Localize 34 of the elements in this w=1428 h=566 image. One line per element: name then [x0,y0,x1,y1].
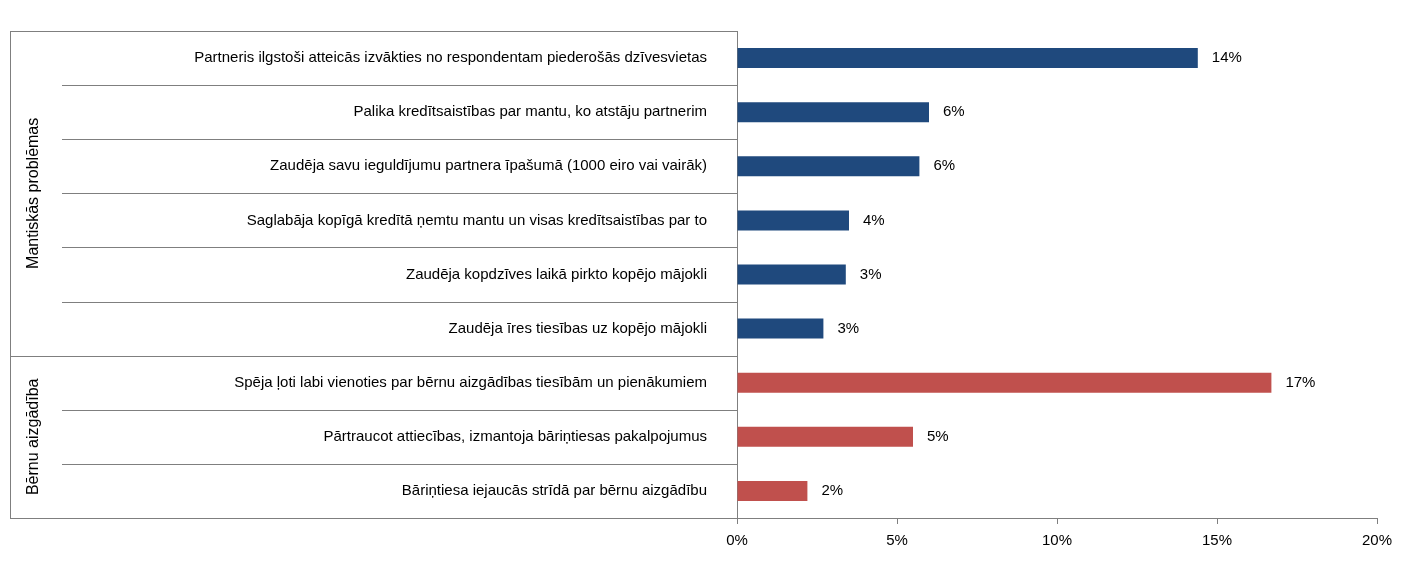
text: Bērnu aizgādība [24,378,42,496]
bar [737,318,824,339]
data-label: 17% [1285,372,1316,390]
y-tick-label: Zaudēja savu ieguldījumu partnera īpašumā (1000 eiro vai vairāk) [270,156,707,174]
data-label: 6% [943,102,965,120]
data-label: 4% [863,210,885,228]
data-label: 6% [933,156,956,174]
y-tick-label: Partneris ilgstoši atteicās izvākties no respondentam piederošās dzīvesvietas [194,48,707,66]
bar [737,426,913,447]
bar [737,102,929,123]
data-label: 14% [1211,48,1242,66]
y-tick-label: Palika kredītsaistības par mantu, ko atstāju partnerim [353,102,707,120]
y-tick-label: Bāriņtiesa iejaucās strīdā par bērnu aizgādību [401,481,707,499]
x-tick-label: 5% [886,531,908,549]
data-label: 5% [927,426,949,444]
data-label: 2% [821,481,844,499]
y-tick-label: Zaudēja īres tiesības uz kopējo mājokli [448,318,707,336]
data-label: 3% [859,264,882,282]
bar [737,48,1198,69]
y-tick-label: Saglabāja kopīgā kredītā ņemtu mantu un visas kredītsaistības par to [246,210,707,228]
bar [737,156,920,177]
data-label: 3% [837,318,860,336]
x-tick-label: 20% [1361,531,1393,549]
bar [737,210,849,231]
bar [737,264,846,285]
bar [737,372,1272,393]
y-tick-label: Zaudēja kopdzīves laikā pirkto kopējo mājokli [406,264,707,282]
y-tick-label: Spēja ļoti labi vienoties par bērnu aizgādības tiesībām un pienākumiem [234,372,707,390]
x-tick-label: 0% [726,531,748,549]
x-tick-label: 15% [1201,531,1233,549]
text: Mantiskās problēmas [24,117,42,269]
y-tick-label: Pārtraucot attiecības, izmantoja bāriņtiesas pakalpojumus [323,426,707,444]
bar [737,480,808,501]
x-tick-label: 10% [1041,531,1073,549]
